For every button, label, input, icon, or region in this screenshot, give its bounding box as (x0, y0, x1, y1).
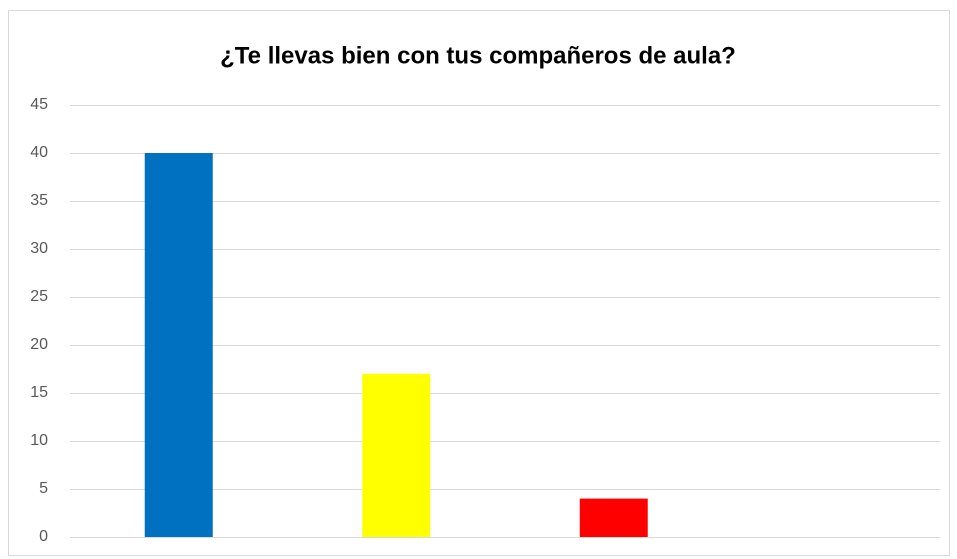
y-tick-label: 5 (39, 480, 48, 497)
y-tick-label: 0 (39, 528, 48, 545)
y-tick-label: 20 (30, 336, 48, 353)
y-tick-label: 10 (30, 432, 48, 449)
bar (579, 498, 648, 537)
bar (362, 373, 431, 537)
y-tick-label: 25 (30, 288, 48, 305)
y-tick-label: 40 (30, 144, 48, 161)
y-tick-label: 35 (30, 192, 48, 209)
y-tick-label: 15 (30, 384, 48, 401)
chart-title: ¿Te llevas bien con tus compañeros de au… (220, 42, 736, 69)
y-tick-label: 45 (30, 96, 48, 113)
bar (144, 153, 213, 537)
y-tick-label: 30 (30, 240, 48, 257)
